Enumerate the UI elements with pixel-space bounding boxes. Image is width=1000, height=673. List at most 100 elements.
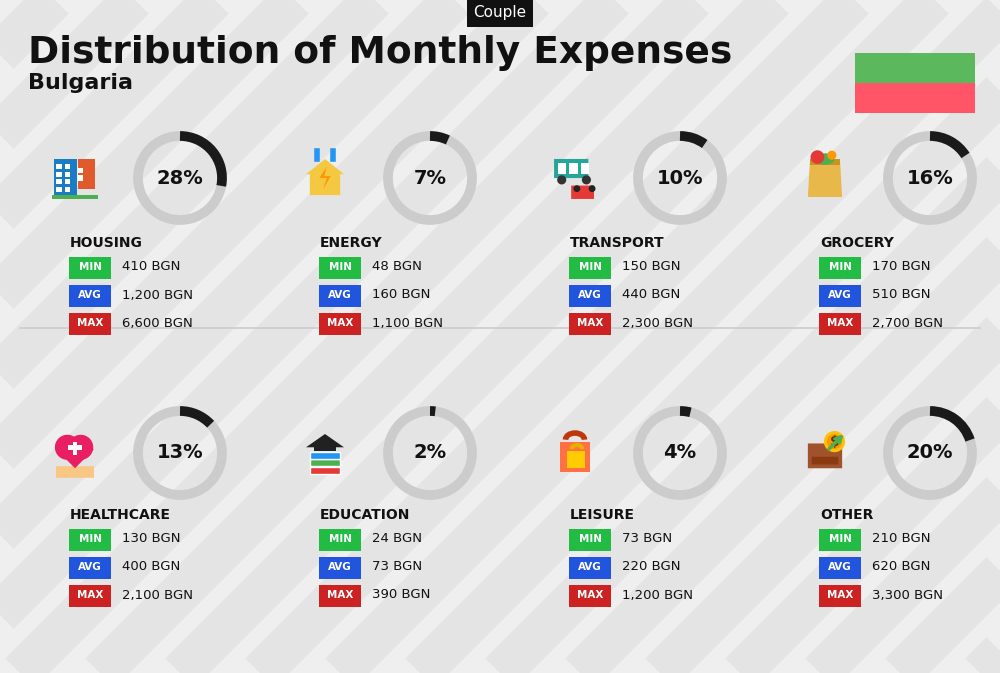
FancyBboxPatch shape [569,257,611,279]
FancyBboxPatch shape [56,466,94,478]
Bar [68,446,82,450]
Text: 2,300 BGN: 2,300 BGN [622,316,693,330]
Text: MIN: MIN [578,534,602,544]
Text: AVG: AVG [578,562,602,572]
FancyBboxPatch shape [569,313,611,335]
Bar [65,164,70,170]
Bar [56,186,62,192]
Text: MAX: MAX [327,318,353,328]
FancyBboxPatch shape [819,529,861,551]
FancyBboxPatch shape [319,585,361,607]
Text: MIN: MIN [78,262,102,272]
FancyBboxPatch shape [69,257,111,279]
Circle shape [582,176,591,184]
FancyBboxPatch shape [310,452,340,459]
Bar [73,441,77,455]
FancyBboxPatch shape [812,457,838,464]
Text: LEISURE: LEISURE [570,508,635,522]
Circle shape [811,150,824,164]
FancyBboxPatch shape [69,585,111,607]
Text: AVG: AVG [78,562,102,572]
Text: 73 BGN: 73 BGN [622,532,672,546]
Text: Distribution of Monthly Expenses: Distribution of Monthly Expenses [28,35,732,71]
FancyBboxPatch shape [819,313,861,335]
Text: MAX: MAX [77,590,103,600]
FancyBboxPatch shape [810,159,840,165]
Bar [581,163,589,174]
Text: 2%: 2% [413,444,447,462]
Text: 28%: 28% [157,168,203,188]
Text: 13%: 13% [157,444,203,462]
Text: MIN: MIN [328,534,352,544]
Text: Couple: Couple [473,5,527,20]
Circle shape [557,176,566,184]
Text: 73 BGN: 73 BGN [372,561,422,573]
Polygon shape [808,163,842,197]
Bar [56,172,62,177]
Text: 2,700 BGN: 2,700 BGN [872,316,943,330]
Text: MIN: MIN [328,262,352,272]
Text: MAX: MAX [77,318,103,328]
Text: AVG: AVG [78,290,102,300]
Text: 510 BGN: 510 BGN [872,289,930,302]
Text: 4%: 4% [663,444,697,462]
Text: AVG: AVG [328,290,352,300]
FancyBboxPatch shape [569,285,611,307]
Ellipse shape [816,153,834,165]
Text: 620 BGN: 620 BGN [872,561,930,573]
Polygon shape [319,167,331,189]
Text: Bulgaria: Bulgaria [28,73,133,93]
Text: 150 BGN: 150 BGN [622,260,680,273]
Text: MAX: MAX [827,590,853,600]
Text: 440 BGN: 440 BGN [622,289,680,302]
FancyBboxPatch shape [319,313,361,335]
Bar [855,83,975,113]
Text: MIN: MIN [78,534,102,544]
Text: TRANSPORT: TRANSPORT [570,236,665,250]
FancyBboxPatch shape [569,557,611,579]
Circle shape [68,435,93,460]
Circle shape [824,431,845,452]
FancyBboxPatch shape [310,467,340,474]
Text: ENERGY: ENERGY [320,236,383,250]
Text: 48 BGN: 48 BGN [372,260,422,273]
Text: 130 BGN: 130 BGN [122,532,180,546]
Bar [56,179,62,184]
Bar [54,159,77,197]
Text: AVG: AVG [578,290,602,300]
Text: MAX: MAX [327,590,353,600]
Text: 24 BGN: 24 BGN [372,532,422,546]
Text: 1,100 BGN: 1,100 BGN [372,316,443,330]
Bar [569,163,578,174]
Bar [78,159,95,189]
FancyBboxPatch shape [310,460,340,466]
Text: MIN: MIN [578,262,602,272]
FancyBboxPatch shape [819,257,861,279]
FancyBboxPatch shape [569,529,611,551]
Text: MAX: MAX [577,590,603,600]
Text: EDUCATION: EDUCATION [320,508,410,522]
Circle shape [589,185,596,192]
Bar [65,172,70,177]
Bar [558,163,566,174]
Text: 20%: 20% [907,444,953,462]
FancyBboxPatch shape [808,444,842,468]
Text: 16%: 16% [907,168,953,188]
FancyBboxPatch shape [319,285,361,307]
Circle shape [573,185,580,192]
Text: 170 BGN: 170 BGN [872,260,930,273]
Text: 160 BGN: 160 BGN [372,289,430,302]
Polygon shape [56,449,94,468]
Bar [314,447,336,451]
FancyBboxPatch shape [319,257,361,279]
FancyBboxPatch shape [819,557,861,579]
Bar [65,186,70,192]
Text: 6,600 BGN: 6,600 BGN [122,316,193,330]
Text: MIN: MIN [828,262,852,272]
Text: HOUSING: HOUSING [70,236,143,250]
FancyBboxPatch shape [560,441,590,472]
FancyBboxPatch shape [69,529,111,551]
Bar [56,164,62,170]
Circle shape [55,435,80,460]
Bar [78,176,83,180]
